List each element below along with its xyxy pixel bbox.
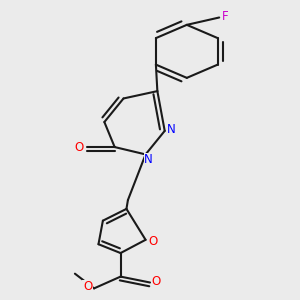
Text: O: O (152, 274, 161, 287)
Text: O: O (75, 141, 84, 154)
Text: O: O (148, 235, 158, 248)
Text: N: N (167, 123, 176, 136)
Text: O: O (83, 280, 92, 293)
Text: F: F (222, 10, 228, 22)
Text: N: N (144, 153, 153, 166)
